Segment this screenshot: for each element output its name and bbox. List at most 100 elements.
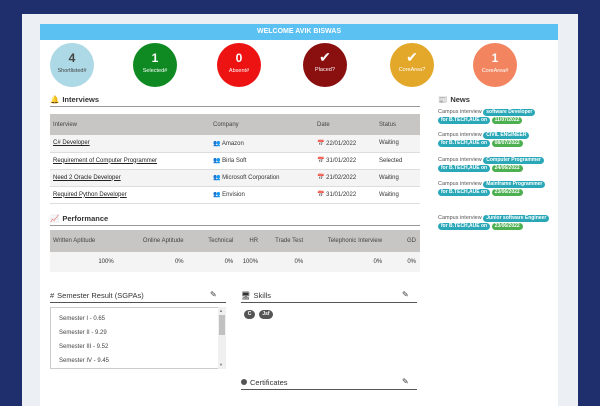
stat-circle-4[interactable]: ✔ Placed? (303, 43, 347, 87)
divider (241, 302, 417, 303)
company-name: Amazon (221, 140, 244, 147)
divider (50, 225, 420, 226)
news-item[interactable]: Campus interview Computer Programmer for … (438, 156, 558, 172)
semester-title-wrap: # Semester Result (SGPAs) (50, 291, 144, 300)
stat-circle-6[interactable]: 1 CoreArea# (473, 43, 517, 87)
skills-title-wrap: 🖥 Skills (241, 291, 271, 300)
circle-icon (241, 379, 247, 385)
news-item[interactable]: Campus interview Junior software Enginee… (438, 214, 558, 230)
divider (241, 389, 417, 390)
semester-scrollbar[interactable]: ▲ ▼ (218, 307, 226, 369)
users-icon: 👥 (213, 175, 221, 181)
stat-label: Selected# (142, 68, 168, 74)
interview-date: 31/01/2022 (326, 158, 357, 164)
certificates-title: Certificates (250, 378, 288, 387)
performance-title: Performance (62, 214, 109, 223)
date-cell: 📅 22/01/2022 (314, 135, 376, 153)
table-row: Requirement of Computer Programmer 👥 Birl… (50, 152, 420, 170)
performance-table: Written Aptitude Online Aptitude Technical… (50, 230, 420, 272)
news-prefix: Campus interview (438, 157, 482, 163)
status-cell: Waiting (376, 186, 420, 204)
perf-col-header: Technical (187, 230, 238, 252)
company-cell: 👥 Microsoft Corporation (210, 169, 314, 187)
newspaper-icon: 📰 (438, 95, 448, 104)
perf-col-header: HR (237, 230, 263, 252)
perf-col-header: Online Aptitude (117, 230, 188, 252)
news-role-badge: CIVIL ENGINEER (483, 132, 530, 139)
skills-title: Skills (253, 291, 272, 300)
news-date-badge: 23/06/2022 (491, 189, 523, 196)
status-cell: Waiting (376, 169, 420, 187)
news-item[interactable]: Campus interview Mainframe Programmer for… (438, 180, 558, 196)
users-icon: 👥 (213, 158, 221, 164)
interview-cell: C# Developer (50, 135, 210, 153)
calendar-icon: 📅 (317, 158, 325, 164)
stat-circle-1[interactable]: 4 Shortlisted# (50, 43, 94, 87)
interviews-title-wrap: 🔔 Interviews (50, 95, 99, 104)
edit-certificates-icon[interactable]: ✎ (402, 377, 409, 386)
check-icon: ✔ (319, 49, 331, 65)
news-for-badge: for B.TECH,AUE on (438, 117, 491, 124)
news-item[interactable]: Campus interview software Developer for B… (438, 108, 558, 124)
interview-cell: Requirement of Computer Programmer (50, 152, 210, 170)
news-for-badge: for B.TECH,AUE on (438, 223, 491, 230)
news-item[interactable]: Campus interview CIVIL ENGINEER for B.TEC… (438, 131, 558, 147)
company-cell: 👥 Amazon (210, 135, 314, 153)
news-date-badge: 24/06/2022 (491, 165, 523, 172)
news-title: News (450, 95, 470, 104)
news-for-badge: for B.TECH,AUE on (438, 165, 491, 172)
col-status: Status (376, 114, 420, 135)
interview-link[interactable]: Need 2 Oracle Developer (53, 174, 121, 181)
date-cell: 📅 21/02/2022 (314, 169, 376, 187)
edit-skills-icon[interactable]: ✎ (402, 290, 409, 299)
skill-chip: C (244, 310, 255, 319)
stat-value: 4 (68, 51, 76, 65)
stat-circle-3[interactable]: 0 Absent# (217, 43, 261, 87)
interview-link[interactable]: C# Developer (53, 140, 90, 147)
interview-link[interactable]: Requirement of Computer Programmer (53, 157, 158, 164)
perf-col-header: Written Aptitude (50, 230, 118, 252)
col-date: Date (314, 114, 376, 135)
company-name: Microsoft Corporation (222, 175, 280, 181)
news-prefix: Campus interview (438, 181, 482, 187)
news-date-badge: 11/07/2022 (491, 117, 523, 124)
perf-col-header: Telephonic Interview (307, 230, 387, 252)
edit-semester-icon[interactable]: ✎ (210, 290, 217, 299)
calendar-icon: 📅 (317, 140, 325, 147)
skill-chip: Jsf (259, 310, 273, 319)
performance-values-row: 100% 0% 0% 100% 0% 0% 0% (50, 252, 420, 272)
welcome-banner: WELCOME AVIK BISWAS (40, 24, 558, 40)
scroll-down-icon[interactable]: ▼ (219, 362, 223, 367)
stat-label: CoreArea# (481, 68, 509, 74)
perf-value: 0% (386, 252, 420, 272)
scroll-up-icon[interactable]: ▲ (219, 308, 223, 313)
interview-link[interactable]: Required Python Developer (53, 191, 127, 198)
semester-list[interactable]: Semester I - 0.65 Semester II - 9.29 Semes… (50, 307, 226, 369)
col-interview: Interview (50, 114, 210, 135)
users-icon: 👥 (213, 140, 221, 147)
stat-value: 1 (151, 51, 159, 65)
users-icon: 👥 (213, 192, 221, 198)
column-gap (422, 24, 423, 406)
scroll-thumb[interactable] (219, 315, 225, 335)
news-for-badge: for B.TECH,AUE on (438, 140, 491, 147)
news-prefix: Campus interview (438, 132, 482, 138)
interviews-title: Interviews (62, 95, 100, 104)
perf-value: 100% (50, 252, 118, 272)
date-cell: 📅 31/01/2022 (314, 186, 376, 204)
news-date-badge: 08/07/2022 (491, 140, 523, 147)
stat-circle-2[interactable]: 1 Selected# (133, 43, 177, 87)
chart-line-icon: 📈 (50, 214, 60, 223)
interview-cell: Required Python Developer (50, 186, 210, 204)
status-cell: Waiting (376, 135, 420, 153)
interview-cell: Need 2 Oracle Developer (50, 169, 210, 187)
news-title-wrap: 📰 News (438, 95, 470, 104)
company-cell: 👥 Birla Soft (210, 152, 314, 170)
perf-value: 0% (187, 252, 238, 272)
stat-circle-5[interactable]: ✔ CoreArea? (390, 43, 434, 87)
stat-label: Shortlisted# (57, 68, 87, 74)
calendar-icon: 📅 (317, 192, 325, 198)
perf-col-header: GD (386, 230, 420, 252)
stat-label: Placed? (315, 67, 335, 73)
calendar-icon: 📅 (317, 175, 325, 181)
